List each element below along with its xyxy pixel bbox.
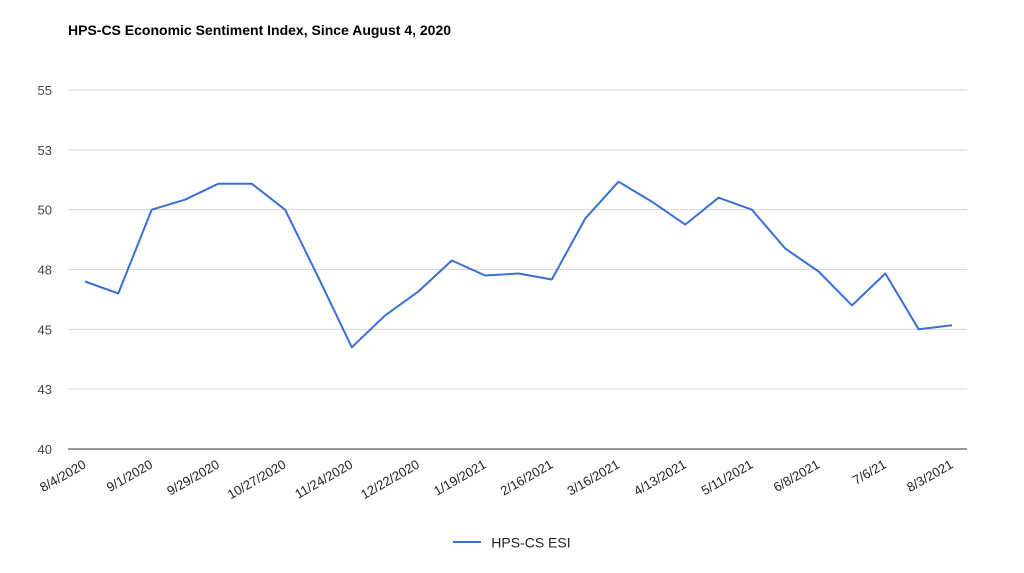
legend-swatch — [453, 541, 482, 544]
x-tick-label: 6/8/2021 — [771, 457, 822, 495]
x-tick-label: 12/22/2020 — [358, 457, 422, 503]
x-tick-label: 9/1/2020 — [104, 457, 155, 495]
gridlines — [68, 89, 967, 450]
x-tick-label: 8/3/2021 — [904, 457, 955, 495]
y-tick-label: 40 — [38, 442, 52, 457]
x-tick-label: 8/4/2020 — [37, 457, 88, 495]
x-tick-label: 4/13/2021 — [631, 457, 689, 499]
chart-title: HPS-CS Economic Sentiment Index, Since A… — [68, 22, 452, 38]
x-axis-tick-labels: 8/4/2020 9/1/2020 9/29/2020 10/27/2020 11/24… — [37, 457, 955, 503]
x-tick-label: 5/11/2021 — [699, 457, 756, 498]
y-tick-label: 55 — [38, 83, 52, 98]
x-tick-label: 9/29/2020 — [164, 457, 222, 499]
series-lines — [84, 180, 953, 349]
legend-label: HPS-CS ESI — [491, 534, 571, 551]
series-line-hps-cs-esi — [84, 180, 953, 349]
x-tick-label: 11/24/2020 — [292, 457, 355, 502]
y-tick-label: 50 — [38, 203, 52, 218]
y-tick-label: 45 — [38, 322, 52, 337]
y-tick-label: 43 — [38, 382, 52, 397]
x-tick-label: 2/16/2021 — [498, 457, 556, 499]
y-tick-label: 53 — [38, 143, 52, 158]
x-tick-label: 7/6/21 — [850, 457, 889, 488]
x-tick-label: 3/16/2021 — [564, 457, 622, 499]
x-tick-label: 10/27/2020 — [225, 457, 289, 503]
legend: HPS-CS ESI — [0, 533, 1024, 550]
y-tick-label: 48 — [38, 263, 52, 278]
x-tick-label: 1/19/2021 — [431, 457, 489, 499]
y-axis-tick-labels: 55 53 50 48 45 43 40 — [38, 83, 52, 457]
